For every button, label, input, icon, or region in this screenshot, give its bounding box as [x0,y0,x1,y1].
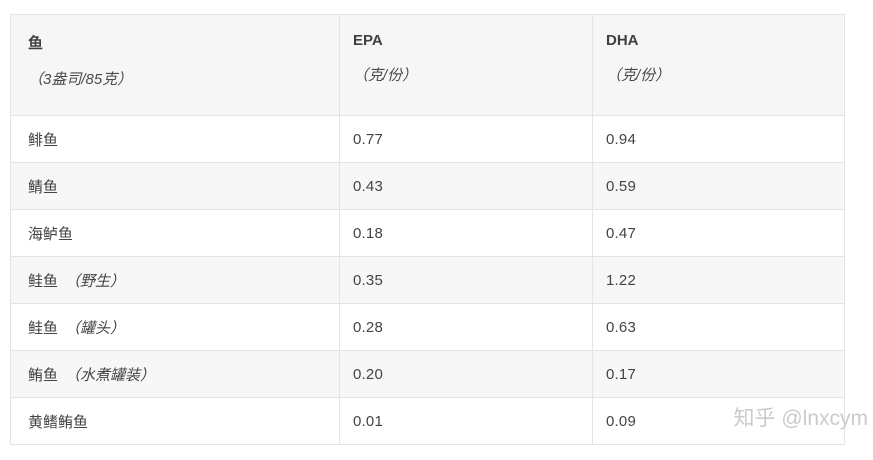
column-title-epa: EPA [353,32,383,49]
fish-nutrition-table-wrap: 鱼 （3盎司/85克） EPA （克/份） DHA （克/份） 鲱鱼 0.77 0.… [10,14,845,445]
fish-name-cell: 鲱鱼 [10,115,340,163]
fish-name-cell: 黄鳍鲔鱼 [10,397,340,445]
dha-value-cell: 0.94 [592,115,845,163]
epa-value-cell: 0.18 [339,209,593,257]
table-row: 黄鳍鲔鱼 0.01 0.09 [10,397,845,445]
dha-value-cell: 0.09 [592,397,845,445]
fish-name: 鲔鱼 [28,366,59,384]
header-cell-epa: EPA （克/份） [339,14,593,116]
fish-name-cell: 鲭鱼 [10,162,340,210]
table-row: 鲔鱼 （水煮罐装） 0.20 0.17 [10,350,845,398]
table-row: 鲭鱼 0.43 0.59 [10,162,845,210]
dha-value-cell: 0.63 [592,303,845,351]
epa-value-cell: 0.20 [339,350,593,398]
column-unit-dha: （克/份） [606,67,671,84]
column-unit-epa: （克/份） [353,67,418,84]
dha-value-cell: 0.59 [592,162,845,210]
dha-value-cell: 1.22 [592,256,845,304]
epa-value-cell: 0.01 [339,397,593,445]
fish-name-cell: 鲑鱼 （野生） [10,256,340,304]
fish-name: 鲑鱼 [28,272,59,290]
dha-value-cell: 0.47 [592,209,845,257]
epa-value-cell: 0.28 [339,303,593,351]
fish-name: 海鲈鱼 [28,225,74,243]
fish-note: （水煮罐装） [65,366,156,384]
header-cell-dha: DHA （克/份） [592,14,845,116]
column-title-fish: 鱼 [28,35,44,52]
fish-name-cell: 海鲈鱼 [10,209,340,257]
dha-value-cell: 0.17 [592,350,845,398]
fish-name: 鲱鱼 [28,131,59,149]
fish-note: （野生） [65,272,126,290]
table-row: 鲱鱼 0.77 0.94 [10,115,845,163]
epa-value-cell: 0.35 [339,256,593,304]
fish-name-cell: 鲔鱼 （水煮罐装） [10,350,340,398]
column-title-dha: DHA [606,32,639,49]
table-row: 鲑鱼 （野生） 0.35 1.22 [10,256,845,304]
fish-name: 黄鳍鲔鱼 [28,413,89,431]
epa-value-cell: 0.43 [339,162,593,210]
table-header: 鱼 （3盎司/85克） EPA （克/份） DHA （克/份） [10,14,845,116]
fish-nutrition-table: 鱼 （3盎司/85克） EPA （克/份） DHA （克/份） 鲱鱼 0.77 0.… [10,14,845,445]
table-row: 鲑鱼 （罐头） 0.28 0.63 [10,303,845,351]
epa-value-cell: 0.77 [339,115,593,163]
column-unit-fish: （3盎司/85克） [28,71,133,88]
table-row: 海鲈鱼 0.18 0.47 [10,209,845,257]
fish-name-cell: 鲑鱼 （罐头） [10,303,340,351]
header-cell-fish: 鱼 （3盎司/85克） [10,14,340,116]
header-row: 鱼 （3盎司/85克） EPA （克/份） DHA （克/份） [10,14,845,116]
table-body: 鲱鱼 0.77 0.94 鲭鱼 0.43 0.59 海鲈鱼 0.18 0.47 鲑鱼 （野生） 0.3… [10,115,845,445]
fish-name: 鲭鱼 [28,178,59,196]
fish-name: 鲑鱼 [28,319,59,337]
fish-note: （罐头） [65,319,126,337]
